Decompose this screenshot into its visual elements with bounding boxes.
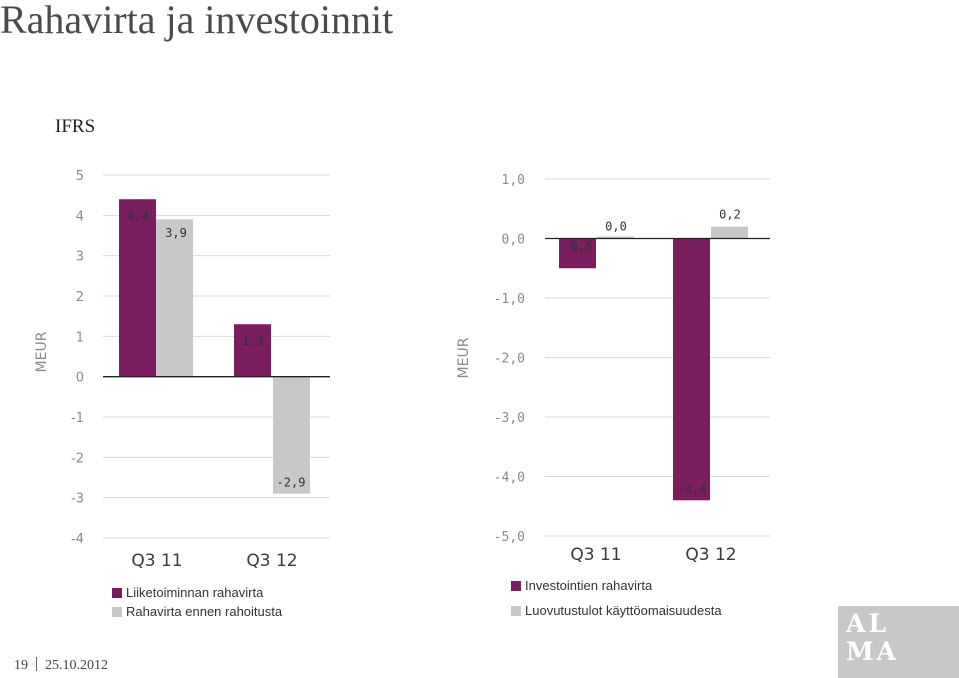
y-tick-label: 1 <box>76 330 84 345</box>
legend-label: Luovutustulot käyttöomaisuudesta <box>525 603 722 618</box>
y-tick-label: -1,0 <box>494 292 525 307</box>
legend-item: Luovutustulot käyttöomaisuudesta <box>511 601 722 620</box>
data-label: -0,5 <box>564 240 593 254</box>
y-axis-label: MEUR <box>456 337 472 378</box>
y-tick-label: -3,0 <box>494 411 525 426</box>
bar <box>559 238 596 269</box>
category-label: Q3 11 <box>570 545 621 565</box>
y-tick-label: -4 <box>71 532 84 547</box>
y-tick-label: 2 <box>76 290 84 305</box>
y-tick-label: -3 <box>71 492 84 507</box>
data-label: 0,0 <box>605 220 627 234</box>
alma-logo: AL MA <box>838 606 959 678</box>
bar <box>673 238 710 501</box>
bar <box>119 199 156 377</box>
data-label: 1,3 <box>242 334 264 348</box>
y-tick-label: 4 <box>76 209 84 224</box>
legend-swatch <box>112 606 122 617</box>
y-tick-label: 0 <box>76 371 84 386</box>
legend-chart-1: Liiketoiminnan rahavirta Rahavirta ennen… <box>112 583 282 621</box>
footer-date: 25.10.2012 <box>45 658 108 673</box>
logo-text: AL MA <box>846 609 900 666</box>
legend-label: Investointien rahavirta <box>525 578 653 593</box>
y-tick-label: -2 <box>71 451 84 466</box>
data-label: -4,4 <box>678 482 707 496</box>
y-axis-label: MEUR <box>34 331 50 372</box>
legend-item: Rahavirta ennen rahoitusta <box>112 602 282 621</box>
legend-item: Investointien rahavirta <box>511 576 722 595</box>
footer: 19 25.10.2012 <box>14 657 108 674</box>
y-tick-label: -2,0 <box>494 352 525 367</box>
legend-label: Rahavirta ennen rahoitusta <box>126 604 283 619</box>
page-title: Rahavirta ja investoinnit <box>0 0 394 42</box>
bar <box>597 236 634 239</box>
y-tick-label: 3 <box>76 250 84 265</box>
data-label: 0,2 <box>719 208 741 222</box>
bar <box>711 226 748 239</box>
y-tick-label: 0,0 <box>502 233 525 248</box>
legend-chart-2: Investointien rahavirta Luovutustulot kä… <box>511 576 722 620</box>
legend-item: Liiketoiminnan rahavirta <box>112 583 282 602</box>
legend-label: Liiketoiminnan rahavirta <box>126 585 264 600</box>
y-tick-label: 5 <box>76 169 84 184</box>
y-tick-label: -4,0 <box>494 471 525 486</box>
y-tick-label: -5,0 <box>494 530 525 545</box>
category-label: Q3 12 <box>246 551 297 571</box>
legend-swatch <box>511 580 521 591</box>
data-label: 4,4 <box>127 209 149 223</box>
bar <box>156 219 193 377</box>
page-number: 19 <box>14 658 28 673</box>
y-tick-label: -1 <box>71 411 84 426</box>
y-tick-label: 1,0 <box>502 173 525 188</box>
legend-swatch <box>112 587 122 598</box>
bar <box>273 376 310 494</box>
data-label: 3,9 <box>165 226 187 240</box>
bar <box>234 324 271 377</box>
category-label: Q3 12 <box>685 545 736 565</box>
category-label: Q3 11 <box>131 551 182 571</box>
page-subtitle: IFRS <box>55 116 96 137</box>
legend-swatch <box>511 605 521 616</box>
footer-divider <box>36 657 37 671</box>
data-label: -2,9 <box>277 476 306 490</box>
